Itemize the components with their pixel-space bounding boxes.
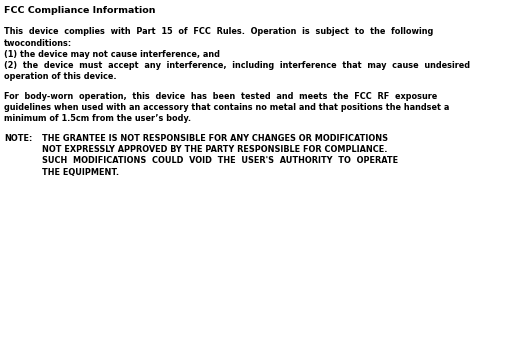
Text: NOTE:: NOTE: xyxy=(4,134,32,143)
Text: This  device  complies  with  Part  15  of  FCC  Rules.  Operation  is  subject : This device complies with Part 15 of FCC… xyxy=(4,27,433,36)
Text: NOT EXPRESSLY APPROVED BY THE PARTY RESPONSIBLE FOR COMPLIANCE.: NOT EXPRESSLY APPROVED BY THE PARTY RESP… xyxy=(42,145,388,154)
Text: THE GRANTEE IS NOT RESPONSIBLE FOR ANY CHANGES OR MODIFICATIONS: THE GRANTEE IS NOT RESPONSIBLE FOR ANY C… xyxy=(42,134,388,143)
Text: FCC Compliance Information: FCC Compliance Information xyxy=(4,6,155,15)
Text: minimum of 1.5cm from the user’s body.: minimum of 1.5cm from the user’s body. xyxy=(4,114,191,123)
Text: THE EQUIPMENT.: THE EQUIPMENT. xyxy=(42,167,119,177)
Text: (1) the device may not cause interference, and: (1) the device may not cause interferenc… xyxy=(4,50,220,59)
Text: twoconditions:: twoconditions: xyxy=(4,39,72,48)
Text: operation of this device.: operation of this device. xyxy=(4,72,117,81)
Text: SUCH  MODIFICATIONS  COULD  VOID  THE  USER'S  AUTHORITY  TO  OPERATE: SUCH MODIFICATIONS COULD VOID THE USER'S… xyxy=(42,157,398,165)
Text: guidelines when used with an accessory that contains no metal and that positions: guidelines when used with an accessory t… xyxy=(4,103,449,112)
Text: (2)  the  device  must  accept  any  interference,  including  interference  tha: (2) the device must accept any interfere… xyxy=(4,61,470,70)
Text: For  body-worn  operation,  this  device  has  been  tested  and  meets  the  FC: For body-worn operation, this device has… xyxy=(4,92,437,101)
